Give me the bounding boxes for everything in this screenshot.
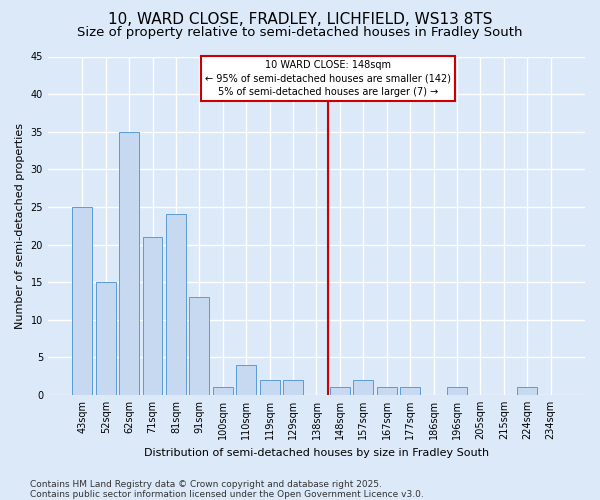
Bar [330, 388, 350, 395]
Bar [400, 388, 420, 395]
Bar [260, 380, 280, 395]
Bar [213, 388, 233, 395]
Text: Contains HM Land Registry data © Crown copyright and database right 2025.
Contai: Contains HM Land Registry data © Crown c… [30, 480, 424, 499]
Bar [377, 388, 397, 395]
Bar [447, 388, 467, 395]
Y-axis label: Number of semi-detached properties: Number of semi-detached properties [15, 122, 25, 328]
Text: Size of property relative to semi-detached houses in Fradley South: Size of property relative to semi-detach… [77, 26, 523, 39]
Bar [119, 132, 139, 395]
Bar [236, 365, 256, 395]
Bar [283, 380, 303, 395]
Text: 10, WARD CLOSE, FRADLEY, LICHFIELD, WS13 8TS: 10, WARD CLOSE, FRADLEY, LICHFIELD, WS13… [108, 12, 492, 28]
Bar [517, 388, 537, 395]
Bar [353, 380, 373, 395]
X-axis label: Distribution of semi-detached houses by size in Fradley South: Distribution of semi-detached houses by … [144, 448, 489, 458]
Bar [143, 237, 163, 395]
Text: 10 WARD CLOSE: 148sqm
← 95% of semi-detached houses are smaller (142)
5% of semi: 10 WARD CLOSE: 148sqm ← 95% of semi-deta… [205, 60, 451, 96]
Bar [166, 214, 186, 395]
Bar [73, 207, 92, 395]
Bar [190, 297, 209, 395]
Bar [96, 282, 116, 395]
